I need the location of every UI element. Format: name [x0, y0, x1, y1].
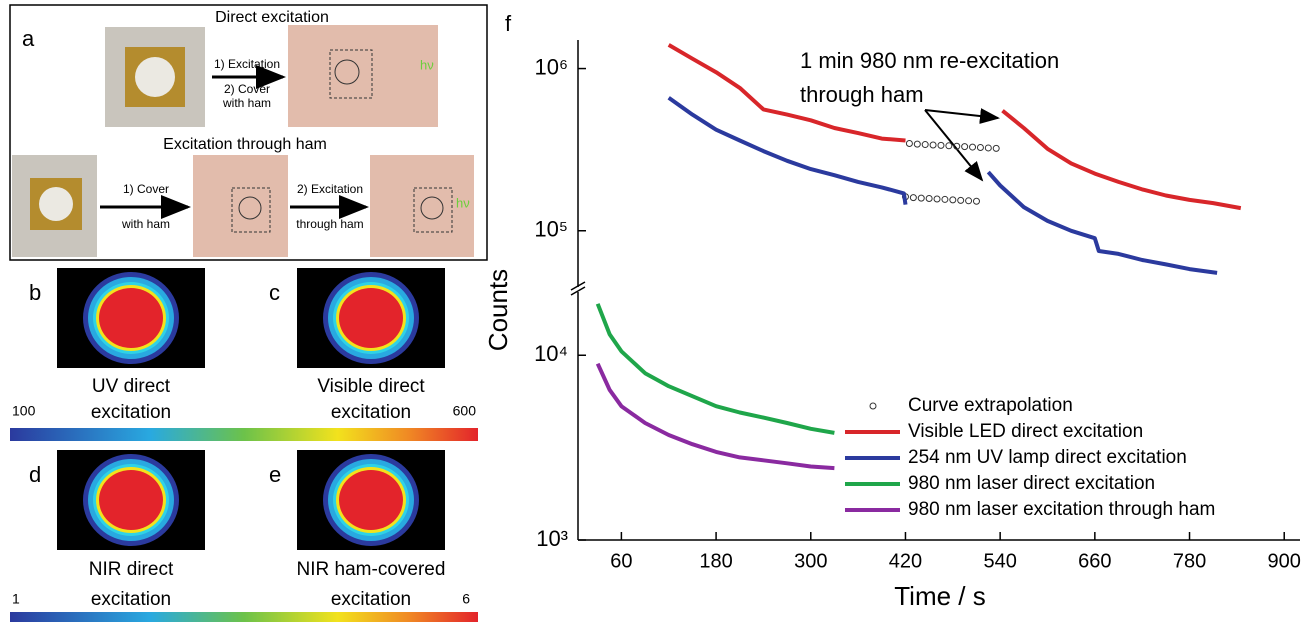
annotation-arrow: [925, 110, 998, 118]
legend-label: 980 nm laser excitation through ham: [908, 499, 1215, 520]
caption: UV direct: [92, 376, 171, 397]
sample-disc: [135, 57, 175, 97]
x-tick-label: 300: [794, 550, 827, 572]
caption: excitation: [331, 589, 411, 610]
legend-label: 254 nm UV lamp direct excitation: [908, 447, 1187, 468]
section-title: Direct excitation: [215, 9, 329, 26]
extrapolation-point: [962, 144, 968, 150]
step-text: 1) Excitation: [214, 57, 280, 71]
panel-label: b: [29, 280, 41, 305]
extrapolation-point: [958, 197, 964, 203]
step-text: with ham: [222, 96, 271, 110]
photo-ham: [288, 25, 438, 127]
caption: NIR direct: [89, 559, 174, 580]
heatmap-ring: [339, 288, 403, 348]
heatmap-ring: [99, 288, 163, 348]
extrapolation-point: [973, 198, 979, 204]
panel-a: a Direct excitation 1) Excitation 2) Cov…: [10, 5, 487, 260]
colorbar-min: 100: [12, 403, 36, 419]
heatmap-ring: [99, 470, 163, 530]
sample-disc: [39, 187, 73, 221]
extrapolation-point: [970, 144, 976, 150]
legend-label: Visible LED direct excitation: [908, 421, 1143, 442]
x-tick-label: 60: [610, 550, 632, 572]
panel-label: a: [22, 26, 35, 51]
extrapolation-point: [934, 196, 940, 202]
legend-marker: [870, 403, 876, 409]
extrapolation-point: [922, 142, 928, 148]
x-axis-label: Time / s: [894, 581, 985, 611]
photo-ham: [193, 155, 288, 257]
panel-label: d: [29, 462, 41, 487]
extrapolation-point: [993, 145, 999, 151]
figure: a Direct excitation 1) Excitation 2) Cov…: [0, 0, 1314, 622]
legend-label: 980 nm laser direct excitation: [908, 473, 1155, 494]
x-tick-label: 660: [1078, 550, 1111, 572]
x-tick-label: 780: [1173, 550, 1206, 572]
x-tick-label: 420: [889, 550, 922, 572]
legend-label: Curve extrapolation: [908, 395, 1073, 416]
y-axis-label: Counts: [483, 269, 513, 351]
extrapolation-point: [910, 195, 916, 201]
extrapolation-point: [966, 198, 972, 204]
colorbar: [10, 612, 478, 622]
extrapolation-point: [926, 196, 932, 202]
step-text: 2) Cover: [224, 82, 270, 96]
panel-label: e: [269, 462, 281, 487]
extrapolation-point: [977, 145, 983, 151]
step-text: 2) Excitation: [297, 182, 363, 196]
panel-label: c: [269, 280, 280, 305]
colorbar-min: 1: [12, 591, 20, 607]
step-text: through ham: [296, 217, 363, 231]
extrapolation-point: [906, 141, 912, 147]
x-tick-label: 900: [1268, 550, 1301, 572]
step-text: 1) Cover: [123, 182, 169, 196]
y-tick-label: 10⁵: [534, 217, 568, 242]
panel-label: f: [505, 11, 512, 36]
step-text: with ham: [121, 217, 170, 231]
extrapolation-point: [950, 197, 956, 203]
caption: excitation: [91, 402, 171, 423]
y-tick-label: 10³: [536, 526, 568, 551]
extrapolation-point: [918, 195, 924, 201]
colorbar: [10, 428, 478, 441]
emission-label: hν: [456, 195, 470, 210]
annotation: through ham: [800, 82, 924, 107]
x-tick-label: 540: [983, 550, 1016, 572]
extrapolation-point: [914, 141, 920, 147]
emission-label: hν: [420, 57, 434, 72]
extrapolation-point: [946, 143, 952, 149]
annotation: 1 min 980 nm re-excitation: [800, 48, 1059, 73]
caption: Visible direct: [317, 376, 425, 397]
caption: NIR ham-covered: [297, 559, 446, 580]
colorbar-max: 600: [453, 403, 477, 419]
caption: excitation: [331, 402, 411, 423]
y-tick-label: 10⁴: [534, 341, 568, 366]
extrapolation-point: [985, 145, 991, 151]
colorbar-max: 6: [462, 591, 470, 607]
section-title: Excitation through ham: [163, 136, 327, 153]
extrapolation-point: [938, 142, 944, 148]
extrapolation-point: [930, 142, 936, 148]
heatmap-ring: [339, 470, 403, 530]
extrapolation-point: [942, 196, 948, 202]
y-tick-label: 10⁶: [534, 54, 568, 79]
caption: excitation: [91, 589, 171, 610]
series-line: [598, 364, 835, 468]
x-tick-label: 180: [699, 550, 732, 572]
